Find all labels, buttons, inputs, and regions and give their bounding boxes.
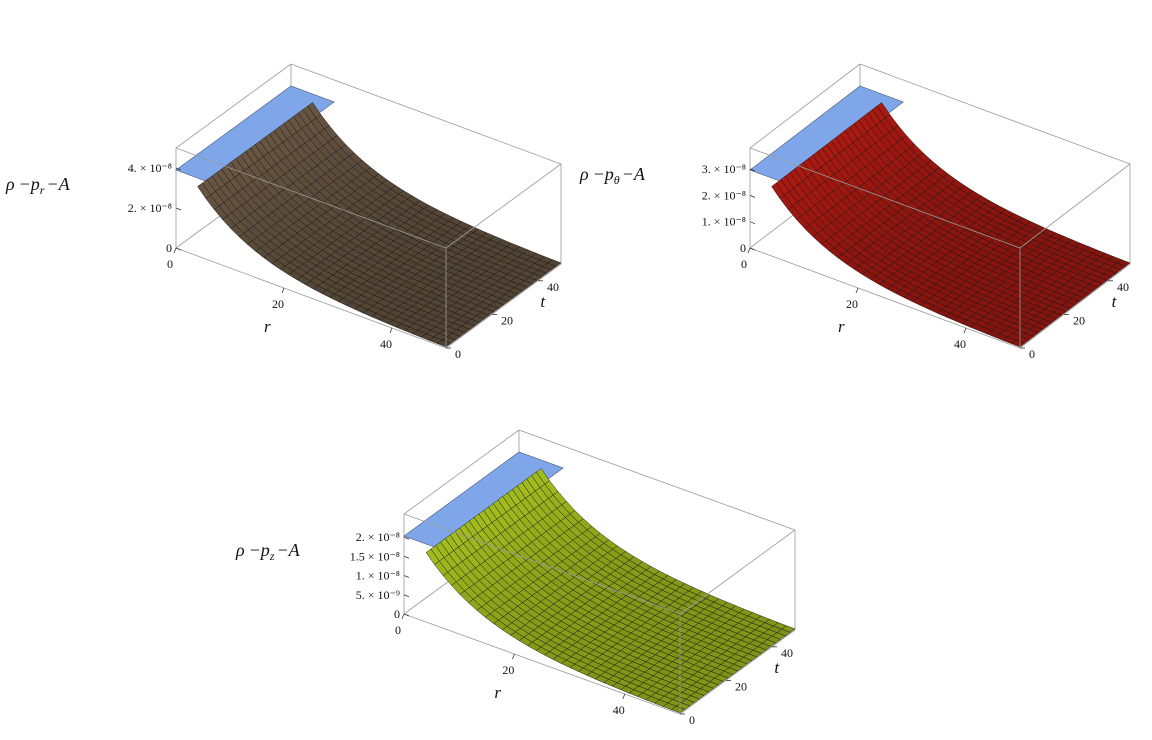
z-tick-label: 0 — [394, 607, 400, 621]
x-tick-label: 40 — [613, 703, 625, 717]
y-tick-label: 0 — [455, 347, 461, 361]
x-tick-label: 0 — [741, 257, 747, 271]
surface-mesh — [425, 468, 796, 714]
y-tick-label: 20 — [735, 679, 747, 693]
y-tick-label: 20 — [1073, 313, 1085, 327]
z-tick-label: 1. × 10⁻⁸ — [702, 215, 746, 229]
z-tick-label: 1. × 10⁻⁸ — [356, 569, 400, 583]
z-tick-label: 5. × 10⁻⁹ — [356, 588, 400, 602]
surface-mesh — [771, 102, 1131, 348]
z-tick-label: 2. × 10⁻⁸ — [702, 188, 746, 202]
z-tick-label: 0 — [740, 241, 746, 255]
y-tick-label: 20 — [501, 313, 513, 327]
z-tick-label: 2. × 10⁻⁸ — [356, 530, 400, 544]
x-tick-label: 20 — [502, 663, 514, 677]
x-axis-label: r — [264, 317, 271, 336]
x-tick-label: 0 — [395, 623, 401, 637]
y-tick-label: 0 — [689, 713, 695, 727]
x-axis-label: r — [838, 317, 845, 336]
y-tick-label: 40 — [781, 646, 793, 660]
plot-rho-minus-pr: 0 20 40 0 20 40 0 2. × 10⁻⁸ 4. × 10⁻⁸ r t ρ −pr −A — [5, 63, 562, 361]
x-tick-label: 20 — [846, 297, 858, 311]
plot-rho-minus-pz: 0 20 40 0 20 40 0 5. × 10⁻⁹ 1. × 10⁻⁸ 1.5 × 10⁻⁸ 2… — [235, 429, 796, 727]
x-tick-label: 20 — [272, 297, 284, 311]
bounding-box-front — [403, 513, 796, 715]
clipped-cap — [403, 451, 564, 553]
x-tick-label: 40 — [954, 337, 966, 351]
z-tick-label: 2. × 10⁻⁸ — [128, 201, 172, 215]
z-tick-label: 4. × 10⁻⁸ — [128, 161, 172, 175]
plot-rho-minus-ptheta: 0 20 40 0 20 40 0 1. × 10⁻⁸ 2. × 10⁻⁸ 3. × 10⁻⁸ r t… — [579, 63, 1131, 361]
clipped-cap — [175, 85, 335, 187]
y-tick-label: 40 — [547, 280, 559, 294]
z-tick-label: 1.5 × 10⁻⁸ — [350, 549, 400, 563]
surface-mesh — [197, 102, 562, 348]
clipped-cap — [749, 85, 904, 187]
z-tick-label: 0 — [166, 241, 172, 255]
z-tick-label: 3. × 10⁻⁸ — [702, 162, 746, 176]
z-axis-label: ρ −pz −A — [235, 540, 301, 563]
y-axis-label: t — [540, 292, 546, 311]
y-axis-label: t — [774, 658, 780, 677]
x-tick-label: 0 — [167, 257, 173, 271]
z-axis-label: ρ −pθ −A — [579, 164, 646, 187]
bounding-box-front — [749, 147, 1131, 349]
y-axis-label: t — [1112, 292, 1118, 311]
y-tick-label: 0 — [1029, 347, 1035, 361]
y-tick-label: 40 — [1117, 280, 1129, 294]
bounding-box-front — [175, 147, 562, 349]
z-axis-label: ρ −pr −A — [5, 174, 71, 197]
x-tick-label: 40 — [380, 337, 392, 351]
x-axis-label: r — [494, 683, 501, 702]
